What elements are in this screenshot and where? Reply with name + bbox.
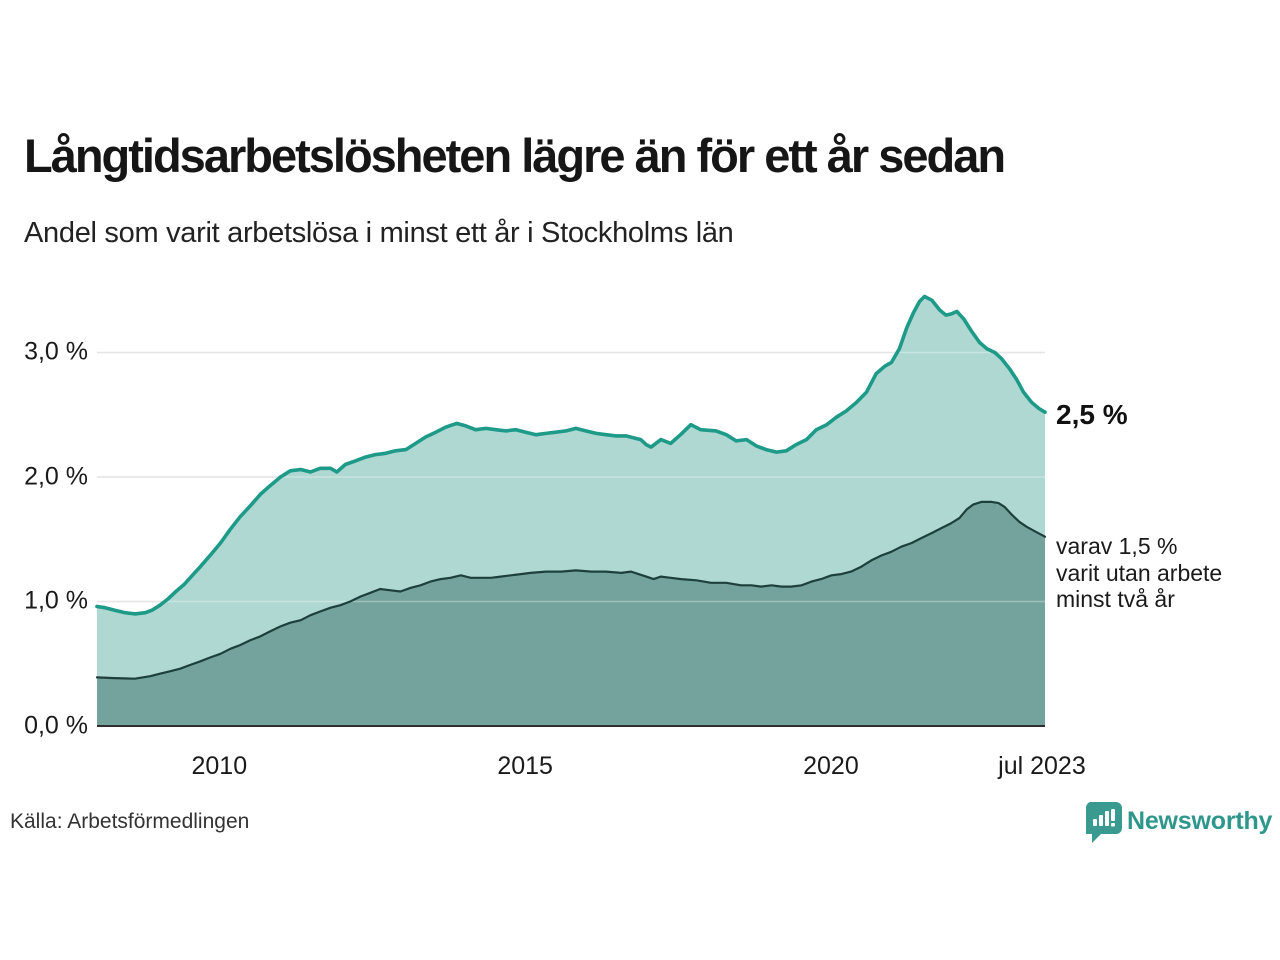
secondary-annotation-line: minst två år bbox=[1056, 586, 1175, 612]
y-tick-label: 1,0 % bbox=[24, 586, 88, 615]
logo-icon bbox=[1086, 802, 1122, 843]
source-label: Källa: Arbetsförmedlingen bbox=[10, 810, 250, 833]
y-tick-label: 2,0 % bbox=[24, 462, 88, 491]
x-tick-label: 2010 bbox=[191, 752, 248, 780]
end-value-label: 2,5 % bbox=[1056, 399, 1128, 430]
page-title: Långtidsarbetslösheten lägre än för ett … bbox=[24, 129, 1006, 182]
series-line-2yr bbox=[95, 500, 1047, 680]
secondary-annotation-line: varit utan arbete bbox=[1056, 559, 1223, 586]
x-tick-label: 2015 bbox=[497, 752, 553, 780]
newsworthy-logo: Newsworthy bbox=[1086, 802, 1272, 846]
y-tick-label: 0,0 % bbox=[24, 711, 88, 740]
x-tick-label: jul 2023 bbox=[998, 752, 1086, 780]
secondary-annotation-line: varav 1,5 % bbox=[1056, 533, 1178, 559]
page-subtitle: Andel som varit arbetslösa i minst ett å… bbox=[24, 217, 734, 249]
series-line-1yr bbox=[95, 294, 1047, 616]
series-area-2yr bbox=[97, 501, 1045, 726]
brand-name: Newsworthy bbox=[1127, 807, 1273, 835]
secondary-annotation: varav 1,5 % varit utan arbete minst två … bbox=[1056, 533, 1276, 613]
y-tick-label: 3,0 % bbox=[24, 337, 88, 366]
x-tick-label: 2020 bbox=[803, 752, 859, 780]
